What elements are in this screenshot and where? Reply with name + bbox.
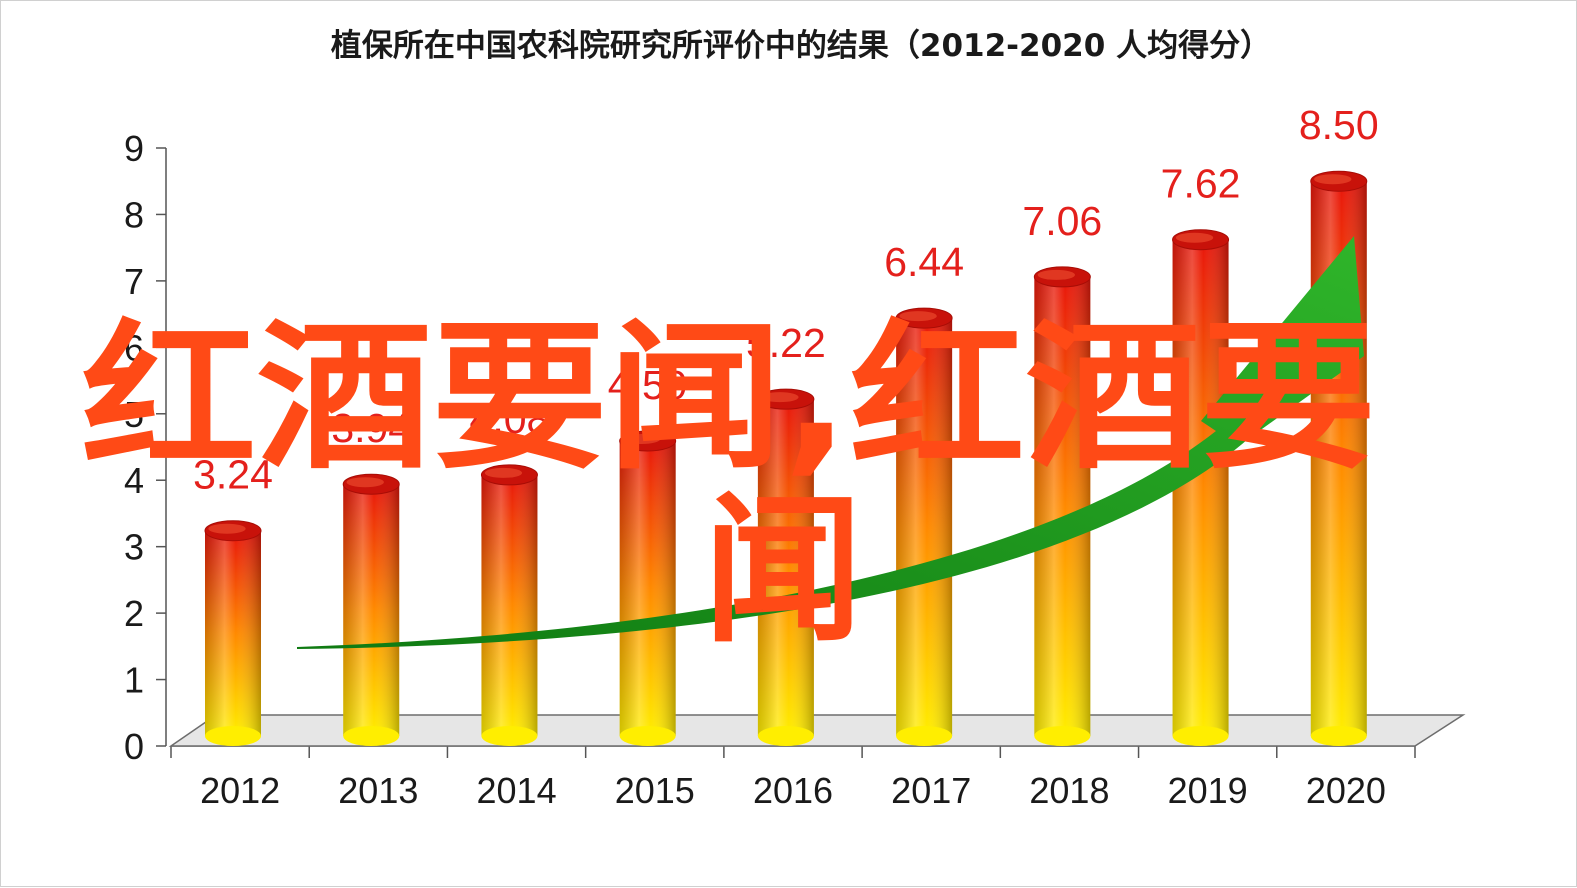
bar-base: [1172, 726, 1229, 746]
axes: 0 1 2 3 4 5 6 7 8 9 2012 2013 2014 2015 2016 2017 2018 20…: [124, 128, 1416, 811]
x-tick-label: 2018: [1029, 770, 1109, 811]
data-label-2014: 4.08: [470, 396, 550, 442]
y-tick-label: 4: [124, 460, 144, 501]
chart-title: 植保所在中国农科院研究所评价中的结果（2012-2020 人均得分）: [331, 28, 1271, 64]
data-label-2013: 3.94: [331, 405, 411, 451]
x-tick-label: 2013: [338, 770, 418, 811]
data-label-2017: 6.44: [884, 239, 964, 285]
y-tick-label: 9: [124, 128, 144, 169]
bar-shading: [896, 318, 953, 736]
watermark-line-2: 闻: [703, 477, 863, 664]
bar-2014: [480, 464, 538, 746]
data-label-2019: 7.62: [1161, 161, 1241, 207]
y-tick-label: 3: [124, 527, 144, 568]
bar-base: [205, 726, 261, 746]
bar-2018: [1033, 266, 1091, 746]
x-tick-label: 2020: [1306, 770, 1386, 811]
y-tick-label: 5: [124, 394, 144, 435]
bar-cap-highlight: [1314, 174, 1352, 185]
x-tick-label: 2012: [200, 770, 280, 811]
bar-2017: [895, 307, 953, 746]
data-label-2016: 5.22: [746, 320, 826, 366]
y-tick-label: 6: [124, 327, 144, 368]
bar-cap-highlight: [899, 311, 937, 322]
bar-base: [619, 726, 676, 746]
bar-2019: [1172, 229, 1230, 746]
bars: [204, 170, 1368, 746]
bar-shading: [205, 530, 261, 736]
bar-cap-highlight: [623, 434, 661, 445]
bar-cap-highlight: [346, 477, 384, 488]
x-tick-label: 2014: [477, 770, 557, 811]
bar-2012: [204, 520, 262, 746]
watermark-line-1: 红酒要闻,红酒要: [81, 304, 1376, 491]
bar-base: [1310, 726, 1367, 746]
x-tick-label: 2019: [1168, 770, 1248, 811]
bar-shading: [343, 484, 400, 736]
y-tick-label: 8: [124, 194, 144, 235]
bar-cap-highlight: [761, 392, 799, 403]
bar-base: [343, 726, 400, 746]
y-tick-label: 2: [124, 593, 144, 634]
bar-base: [1034, 726, 1091, 746]
bar-shading: [757, 399, 814, 736]
bar-cap-highlight: [1037, 269, 1076, 280]
bar-shading: [1034, 276, 1091, 736]
data-labels: 3.24 3.94 4.08 4.59 5.22 6.44 7.06 7.62 8.50: [193, 102, 1379, 497]
bar-shading: [619, 441, 676, 736]
x-tick-label: 2016: [753, 770, 833, 811]
bar-cap-highlight: [484, 467, 523, 478]
bar-base: [757, 726, 814, 746]
x-tick-label: 2017: [891, 770, 971, 811]
bar-base: [481, 726, 538, 746]
bar-shading: [1172, 239, 1229, 736]
y-tick-label: 0: [124, 726, 144, 767]
bar-2015: [619, 430, 677, 746]
data-label-2018: 7.06: [1022, 198, 1102, 244]
data-label-2015: 4.59: [608, 362, 688, 408]
bar-shading: [481, 474, 538, 736]
x-tick-label: 2015: [615, 770, 695, 811]
watermark: 红酒要闻,红酒要 闻: [81, 304, 1376, 664]
bar-cap-highlight: [208, 523, 246, 534]
bar-cap-highlight: [1175, 232, 1214, 243]
data-label-2012: 3.24: [193, 452, 273, 498]
data-label-2020: 8.50: [1299, 102, 1379, 148]
bar-2013: [342, 473, 400, 746]
bar-base: [896, 726, 953, 746]
y-tick-label: 1: [124, 660, 144, 701]
bar-2016: [757, 388, 815, 746]
y-tick-label: 7: [124, 261, 144, 302]
